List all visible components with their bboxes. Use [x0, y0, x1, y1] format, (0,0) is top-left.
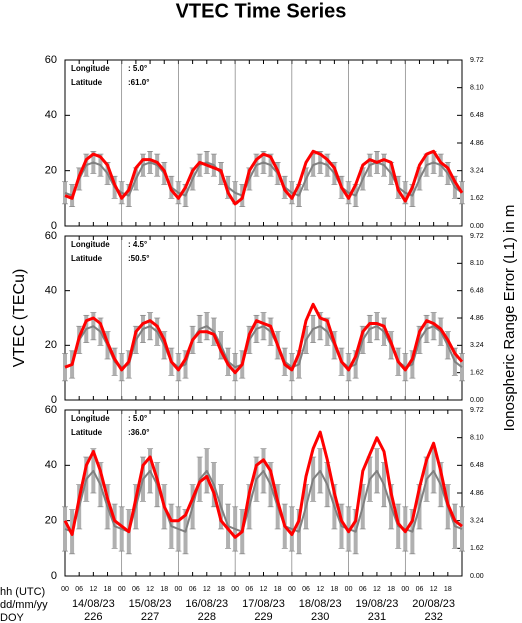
x-tick-label: 00	[61, 586, 69, 593]
x-tick-label: 06	[75, 586, 83, 593]
x-tick-label: 06	[359, 586, 367, 593]
annotation: :61.0°	[128, 78, 149, 87]
x-tick-label: 18	[217, 586, 225, 593]
x-tick-label: 00	[401, 586, 409, 593]
annotation: Latitude	[71, 78, 103, 87]
y-tick-label: 0	[51, 570, 57, 582]
x-tick-label: 12	[316, 586, 324, 593]
x-tick-label: 00	[288, 586, 296, 593]
y2-tick-label: 4.86	[470, 315, 484, 322]
y2-tick-label: 1.62	[470, 195, 484, 202]
x-tick-label: 18	[104, 586, 112, 593]
x-tick-label: 12	[146, 586, 154, 593]
y-tick-label: 20	[45, 165, 57, 177]
x-tick-label: 12	[203, 586, 211, 593]
vtec-line	[64, 149, 464, 206]
y2-tick-label: 8.10	[470, 435, 484, 442]
y-tick-label: 20	[45, 339, 57, 351]
y-tick-label: 40	[45, 285, 57, 297]
x-tick-label: 18	[160, 586, 168, 593]
x-tick-label: 12	[260, 586, 268, 593]
y2-tick-label: 4.86	[470, 140, 484, 147]
x-tick-label: 12	[430, 586, 438, 593]
annotation: Latitude	[71, 428, 103, 437]
annotation: : 5.0°	[128, 414, 147, 423]
x-tick-label: 06	[132, 586, 140, 593]
doy-label: 226	[84, 611, 102, 623]
doy-label: 231	[368, 611, 386, 623]
annotation: Longitude	[71, 64, 110, 73]
y-tick-label: 40	[45, 459, 57, 471]
y2-axis-label: Ionospheric Range Error (L1) in m	[501, 205, 518, 432]
y-tick-label: 0	[51, 220, 57, 232]
plot-frame	[64, 59, 463, 227]
y2-tick-label: 4.86	[470, 490, 484, 497]
y2-tick-label: 8.10	[470, 260, 484, 267]
y2-tick-label: 9.72	[470, 233, 484, 240]
row-label: DOY	[0, 612, 25, 623]
x-tick-label: 06	[189, 586, 197, 593]
date-label: 17/08/23	[242, 598, 285, 610]
y-tick-label: 60	[45, 404, 57, 416]
date-label: 14/08/23	[72, 598, 115, 610]
x-tick-label: 00	[118, 586, 126, 593]
y2-tick-label: 6.48	[470, 462, 484, 469]
y2-tick-label: 1.62	[470, 370, 484, 377]
x-tick-label: 06	[245, 586, 253, 593]
y2-tick-label: 6.48	[470, 112, 484, 119]
x-tick-label: 12	[89, 586, 97, 593]
date-label: 20/08/23	[412, 598, 455, 610]
x-tick-label: 18	[387, 586, 395, 593]
doy-label: 232	[424, 611, 442, 623]
date-label: 16/08/23	[185, 598, 228, 610]
y2-tick-label: 9.72	[470, 57, 484, 64]
y2-tick-label: 9.72	[470, 407, 484, 414]
y2-tick-label: 0.00	[470, 397, 484, 404]
x-tick-label: 18	[444, 586, 452, 593]
date-label: 19/08/23	[356, 598, 399, 610]
y2-tick-label: 0.00	[470, 573, 484, 580]
annotation: Longitude	[71, 414, 110, 423]
y-tick-label: 40	[45, 109, 57, 121]
chart-title: VTEC Time Series	[176, 0, 347, 22]
annotation: :36.0°	[128, 428, 149, 437]
y2-tick-label: 3.24	[470, 518, 484, 525]
y2-tick-label: 3.24	[470, 342, 484, 349]
y-tick-label: 20	[45, 515, 57, 527]
x-tick-label: 00	[175, 586, 183, 593]
vtec-line	[63, 430, 463, 539]
date-label: 15/08/23	[129, 598, 172, 610]
row-label: dd/mm/yy	[0, 599, 48, 611]
row-label: hh (UTC)	[0, 586, 45, 598]
x-tick-label: 18	[274, 586, 282, 593]
y-tick-label: 60	[45, 54, 57, 66]
doy-label: 228	[198, 611, 216, 623]
x-tick-label: 18	[330, 586, 338, 593]
y2-tick-label: 0.00	[470, 223, 484, 230]
doy-label: 229	[254, 611, 272, 623]
y-tick-label: 0	[51, 394, 57, 406]
y2-tick-label: 1.62	[470, 545, 484, 552]
annotation: Longitude	[71, 240, 110, 249]
doy-label: 230	[311, 611, 329, 623]
annotation: : 5.0°	[128, 64, 147, 73]
y-axis-label: VTEC (TECu)	[11, 269, 28, 368]
x-tick-label: 12	[373, 586, 381, 593]
x-tick-label: 00	[345, 586, 353, 593]
y-tick-label: 60	[45, 230, 57, 242]
date-label: 18/08/23	[299, 598, 342, 610]
annotation: :50.5°	[128, 254, 149, 263]
y2-tick-label: 3.24	[470, 168, 484, 175]
vtec-line	[64, 302, 464, 375]
x-tick-label: 00	[231, 586, 239, 593]
annotation: : 4.5°	[128, 240, 147, 249]
doy-label: 227	[141, 611, 159, 623]
x-tick-label: 06	[302, 586, 310, 593]
y2-tick-label: 8.10	[470, 85, 484, 92]
y2-tick-label: 6.48	[470, 288, 484, 295]
annotation: Latitude	[71, 254, 103, 263]
x-tick-label: 06	[416, 586, 424, 593]
